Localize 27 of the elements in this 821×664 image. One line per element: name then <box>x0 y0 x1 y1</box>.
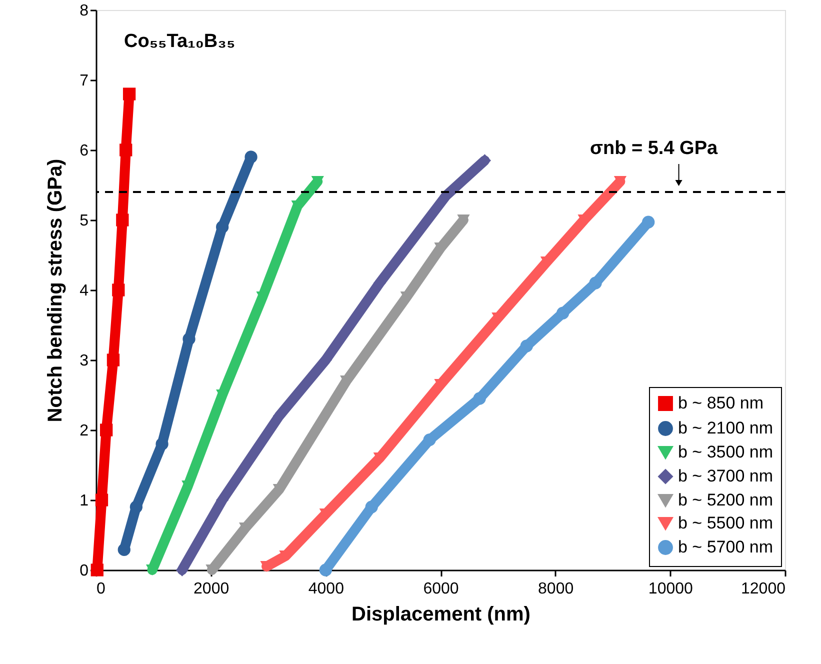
legend-label: b ~ 5200 nm <box>678 490 773 510</box>
y-tick-label: 6 <box>80 142 89 160</box>
x-axis-title: Displacement (nm) <box>352 604 530 626</box>
x-tick-label: 12000 <box>741 580 786 598</box>
x-tick-label: 2000 <box>194 580 230 598</box>
y-tick-label: 0 <box>80 562 89 580</box>
y-tick-label: 8 <box>80 2 89 20</box>
x-tick-label: 0 <box>96 580 106 598</box>
y-tick-label: 7 <box>80 72 89 90</box>
y-tick-label: 1 <box>80 492 89 510</box>
legend-label: b ~ 3700 nm <box>678 466 773 486</box>
x-tick-label: 8000 <box>538 580 574 598</box>
x-tick-label: 6000 <box>423 580 459 598</box>
annotation: Co₅₅Ta₁₀B₃₅ <box>124 31 236 52</box>
legend-label: b ~ 5700 nm <box>678 538 773 556</box>
y-axis-title: Notch bending stress (GPa) <box>44 158 67 422</box>
legend-label: b ~ 2100 nm <box>678 418 773 438</box>
legend-label: b ~ 850 nm <box>678 394 764 412</box>
x-tick-label: 10000 <box>648 580 694 598</box>
y-tick-label: 2 <box>80 422 89 440</box>
y-tick-label: 4 <box>80 282 89 300</box>
legend-label: b ~ 5500 nm <box>678 514 773 532</box>
y-tick-label: 3 <box>80 352 89 370</box>
legend-label: b ~ 3500 nm <box>678 442 773 462</box>
x-tick-label: 4000 <box>308 580 344 598</box>
annotation: σnb = 5.4 GPa <box>590 138 718 159</box>
y-tick-label: 5 <box>80 212 89 230</box>
